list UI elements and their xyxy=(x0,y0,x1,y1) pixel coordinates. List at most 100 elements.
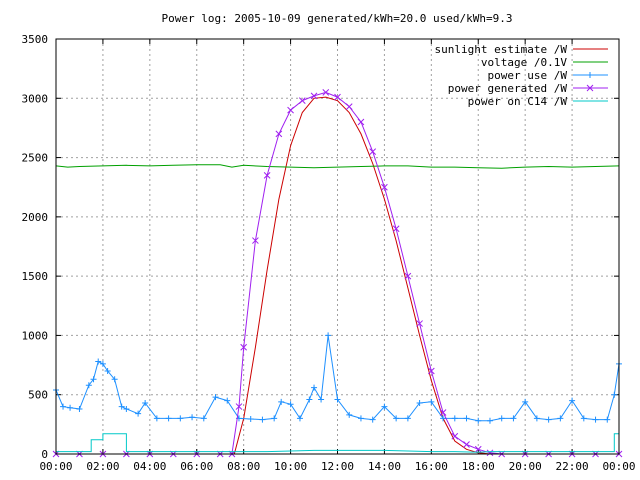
x-tick-label: 00:00 xyxy=(602,460,635,473)
data-point xyxy=(296,415,303,422)
data-point xyxy=(334,93,341,101)
x-tick-label: 02:00 xyxy=(86,460,119,473)
data-point xyxy=(322,89,330,96)
series-line xyxy=(56,96,619,455)
data-point xyxy=(76,405,83,412)
data-point xyxy=(263,172,271,179)
data-point xyxy=(451,415,458,422)
series-4 xyxy=(56,433,619,453)
data-point xyxy=(224,397,231,404)
data-point xyxy=(135,410,142,417)
data-point xyxy=(498,415,505,422)
x-tick-label: 14:00 xyxy=(368,460,401,473)
data-point xyxy=(111,376,118,383)
data-point xyxy=(60,403,67,410)
data-point xyxy=(439,409,447,416)
chart-title: Power log: 2005-10-09 generated/kWh=20.0… xyxy=(162,12,513,25)
data-point xyxy=(533,415,540,422)
data-point xyxy=(123,405,130,412)
data-point xyxy=(177,415,184,422)
plot-frame xyxy=(55,38,620,455)
data-point xyxy=(325,332,332,339)
data-point xyxy=(67,404,74,411)
data-point xyxy=(104,368,111,374)
series-line xyxy=(56,433,619,453)
legend-label: sunlight estimate /W xyxy=(435,43,568,56)
data-point xyxy=(252,237,259,244)
data-point xyxy=(189,414,196,421)
data-point xyxy=(271,415,278,422)
data-point xyxy=(416,320,423,327)
data-point xyxy=(165,415,172,422)
x-tick-label: 16:00 xyxy=(415,460,448,473)
series-line xyxy=(55,335,620,422)
data-point xyxy=(587,72,593,78)
data-point xyxy=(463,415,470,422)
data-point xyxy=(142,400,149,407)
data-point xyxy=(310,92,318,100)
x-tick-label: 20:00 xyxy=(509,460,542,473)
data-point xyxy=(569,397,576,404)
legend-label: power use /W xyxy=(488,69,568,82)
data-point xyxy=(240,343,248,351)
y-tick-label: 3500 xyxy=(22,33,49,46)
y-tick-label: 500 xyxy=(28,389,48,402)
data-point xyxy=(428,398,435,405)
data-point xyxy=(345,103,353,110)
data-point xyxy=(278,398,285,405)
series-2 xyxy=(53,332,622,424)
data-point xyxy=(463,441,470,448)
series-0 xyxy=(56,96,619,455)
data-point xyxy=(306,396,313,403)
data-point xyxy=(393,415,400,422)
x-tick-label: 00:00 xyxy=(39,460,72,473)
x-tick-label: 08:00 xyxy=(227,460,260,473)
data-point xyxy=(604,416,611,423)
data-point xyxy=(287,401,294,408)
y-tick-label: 1000 xyxy=(22,329,49,342)
data-point xyxy=(357,415,364,422)
data-point xyxy=(90,376,97,383)
x-tick-label: 12:00 xyxy=(321,460,354,473)
data-point xyxy=(247,416,254,423)
data-point xyxy=(416,400,423,407)
data-point xyxy=(592,416,599,423)
x-tick-label: 10:00 xyxy=(274,460,307,473)
y-tick-label: 3000 xyxy=(22,92,49,105)
data-point xyxy=(392,225,400,233)
data-point xyxy=(440,415,447,422)
data-point xyxy=(298,97,306,105)
data-point xyxy=(381,183,388,191)
data-point xyxy=(586,84,594,92)
y-tick-label: 2500 xyxy=(22,152,49,165)
data-point xyxy=(118,403,125,410)
data-point xyxy=(381,403,388,410)
data-point xyxy=(153,415,160,422)
data-point xyxy=(99,360,106,367)
data-point xyxy=(404,272,412,280)
data-point xyxy=(346,411,353,418)
y-tick-label: 0 xyxy=(41,448,48,461)
legend-label: voltage /0.1V xyxy=(481,56,567,69)
x-tick-label: 18:00 xyxy=(462,460,495,473)
data-point xyxy=(287,106,294,114)
data-point xyxy=(357,118,365,126)
data-point xyxy=(334,396,341,403)
series-1 xyxy=(55,164,620,169)
x-tick-label: 06:00 xyxy=(180,460,213,473)
y-tick-label: 1500 xyxy=(22,270,49,283)
data-point xyxy=(369,416,376,423)
data-point xyxy=(451,432,459,440)
data-point xyxy=(369,148,377,155)
data-point xyxy=(200,415,207,422)
series-line xyxy=(55,164,620,169)
data-point xyxy=(545,416,552,423)
data-point xyxy=(95,358,102,365)
data-point xyxy=(235,403,243,410)
data-point xyxy=(557,415,564,422)
data-point xyxy=(580,415,587,422)
data-point xyxy=(510,415,517,422)
data-point xyxy=(85,382,92,389)
